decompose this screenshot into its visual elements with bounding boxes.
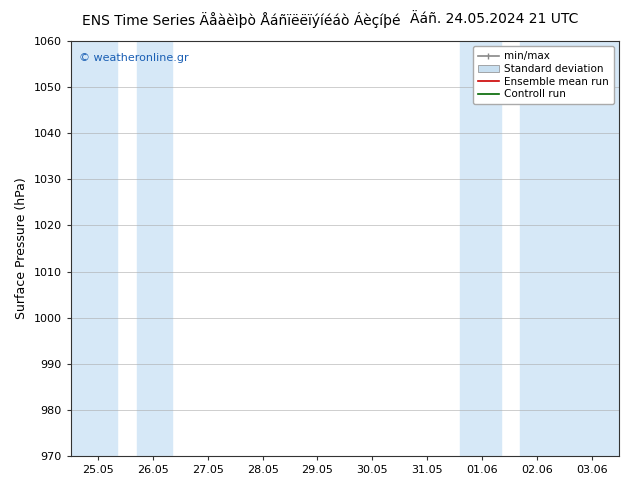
Bar [136, 41, 172, 456]
Legend: min/max, Standard deviation, Ensemble mean run, Controll run: min/max, Standard deviation, Ensemble me… [472, 46, 614, 104]
Y-axis label: Surface Pressure (hPa): Surface Pressure (hPa) [15, 178, 28, 319]
Text: © weatheronline.gr: © weatheronline.gr [79, 53, 188, 64]
Text: ENS Time Series Äåàèìþò Åáñïëëïýíéáò Áèçíþé: ENS Time Series Äåàèìþò Åáñïëëïýíéáò Áèç… [82, 12, 400, 28]
Text: Äáñ. 24.05.2024 21 UTC: Äáñ. 24.05.2024 21 UTC [410, 12, 579, 26]
Bar [521, 41, 619, 456]
Bar [460, 41, 501, 456]
Bar [71, 41, 117, 456]
